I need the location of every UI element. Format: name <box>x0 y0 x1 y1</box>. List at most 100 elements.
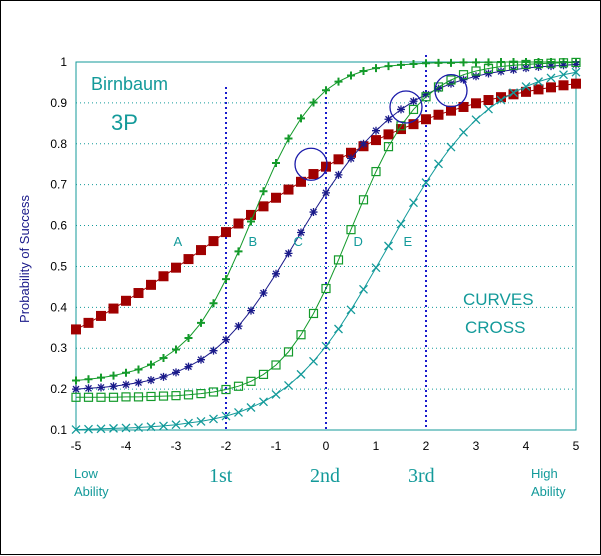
point-D-14 <box>246 376 256 386</box>
point-E-40 <box>571 67 581 77</box>
series-label-B: B <box>249 234 258 249</box>
point-A-3 <box>108 303 119 314</box>
point-B-24 <box>372 64 380 73</box>
point-E-2 <box>96 424 106 434</box>
point-A-2 <box>96 310 106 321</box>
point-E-3 <box>109 423 118 433</box>
point-E-30 <box>446 142 456 152</box>
point-A-4 <box>121 295 131 306</box>
point-D-17 <box>283 347 294 357</box>
point-A-0 <box>71 324 81 335</box>
point-B-22 <box>347 71 355 80</box>
high-ability-line2: Ability <box>531 484 566 499</box>
point-D-18 <box>296 330 306 340</box>
series-E <box>71 67 581 435</box>
point-C-1 <box>84 384 93 393</box>
high-ability-line1: High <box>531 466 558 481</box>
point-E-26 <box>396 219 406 229</box>
crossing-circles <box>294 73 468 181</box>
point-A-12 <box>221 227 231 238</box>
point-B-7 <box>159 354 168 363</box>
point-A-24 <box>371 135 381 146</box>
point-C-33 <box>484 69 493 78</box>
title-line2: 3P <box>111 110 138 135</box>
point-C-18 <box>297 228 305 237</box>
x-tick-label: 0 <box>323 439 330 453</box>
point-A-11 <box>208 236 219 247</box>
point-B-21 <box>334 77 343 86</box>
point-C-0 <box>72 385 80 394</box>
point-A-22 <box>346 147 356 158</box>
point-D-8 <box>171 391 181 401</box>
point-B-3 <box>109 371 118 380</box>
y-tick-label: 0.9 <box>50 96 67 110</box>
point-E-19 <box>309 356 318 366</box>
point-C-16 <box>272 269 280 278</box>
crossing-circle-3 <box>434 73 468 108</box>
point-B-29 <box>434 58 443 67</box>
point-B-17 <box>284 134 293 143</box>
point-E-6 <box>146 422 156 432</box>
x-tick-label: 3 <box>473 439 480 453</box>
point-A-20 <box>321 161 331 172</box>
point-D-4 <box>121 392 131 402</box>
point-B-16 <box>272 158 280 167</box>
point-C-27 <box>409 97 418 106</box>
point-A-15 <box>258 201 269 212</box>
point-E-28 <box>421 178 431 188</box>
point-D-32 <box>471 66 481 76</box>
y-tick-label: 0.1 <box>50 423 67 437</box>
point-D-0 <box>71 392 81 402</box>
point-B-15 <box>259 187 268 196</box>
y-tick-label: 1 <box>60 55 67 69</box>
point-E-21 <box>334 324 343 334</box>
point-D-34 <box>496 61 506 72</box>
point-B-8 <box>172 345 180 354</box>
point-D-7 <box>158 391 169 401</box>
point-D-20 <box>321 283 331 294</box>
point-A-14 <box>246 209 256 220</box>
point-B-35 <box>509 58 518 66</box>
point-C-12 <box>222 335 230 344</box>
point-C-25 <box>384 115 393 124</box>
point-B-20 <box>322 86 330 95</box>
point-C-24 <box>372 126 380 135</box>
point-E-15 <box>259 397 268 407</box>
point-A-39 <box>558 80 569 91</box>
point-D-31 <box>458 70 469 80</box>
point-D-36 <box>521 59 531 70</box>
point-B-19 <box>309 98 318 107</box>
point-C-17 <box>284 249 293 258</box>
point-A-21 <box>333 154 344 165</box>
point-C-20 <box>322 188 330 197</box>
point-E-17 <box>284 380 293 390</box>
point-E-29 <box>434 159 443 169</box>
point-A-29 <box>433 109 444 120</box>
point-E-23 <box>359 284 368 294</box>
point-E-39 <box>559 70 568 80</box>
point-A-13 <box>233 218 244 229</box>
y-tick-label: 0.3 <box>50 341 67 355</box>
y-tick-label: 0.7 <box>50 178 67 192</box>
point-E-33 <box>484 104 493 114</box>
point-D-38 <box>546 58 556 68</box>
point-C-7 <box>159 372 168 381</box>
point-D-33 <box>483 63 494 74</box>
point-A-36 <box>521 86 531 97</box>
point-E-0 <box>71 425 81 435</box>
point-E-10 <box>196 416 206 426</box>
point-B-33 <box>484 58 493 67</box>
series-labels: A B C D E <box>174 234 413 249</box>
point-D-2 <box>96 392 106 402</box>
point-E-27 <box>409 198 418 208</box>
y-tick-label: 0.5 <box>50 259 67 273</box>
point-B-5 <box>134 365 143 374</box>
point-D-6 <box>146 391 156 402</box>
point-C-22 <box>347 154 355 163</box>
point-B-4 <box>122 368 130 377</box>
point-D-30 <box>446 75 456 85</box>
point-E-4 <box>121 423 131 433</box>
point-E-34 <box>496 95 506 105</box>
point-C-5 <box>134 378 143 387</box>
cut-label-3rd: 3rd <box>408 465 435 487</box>
